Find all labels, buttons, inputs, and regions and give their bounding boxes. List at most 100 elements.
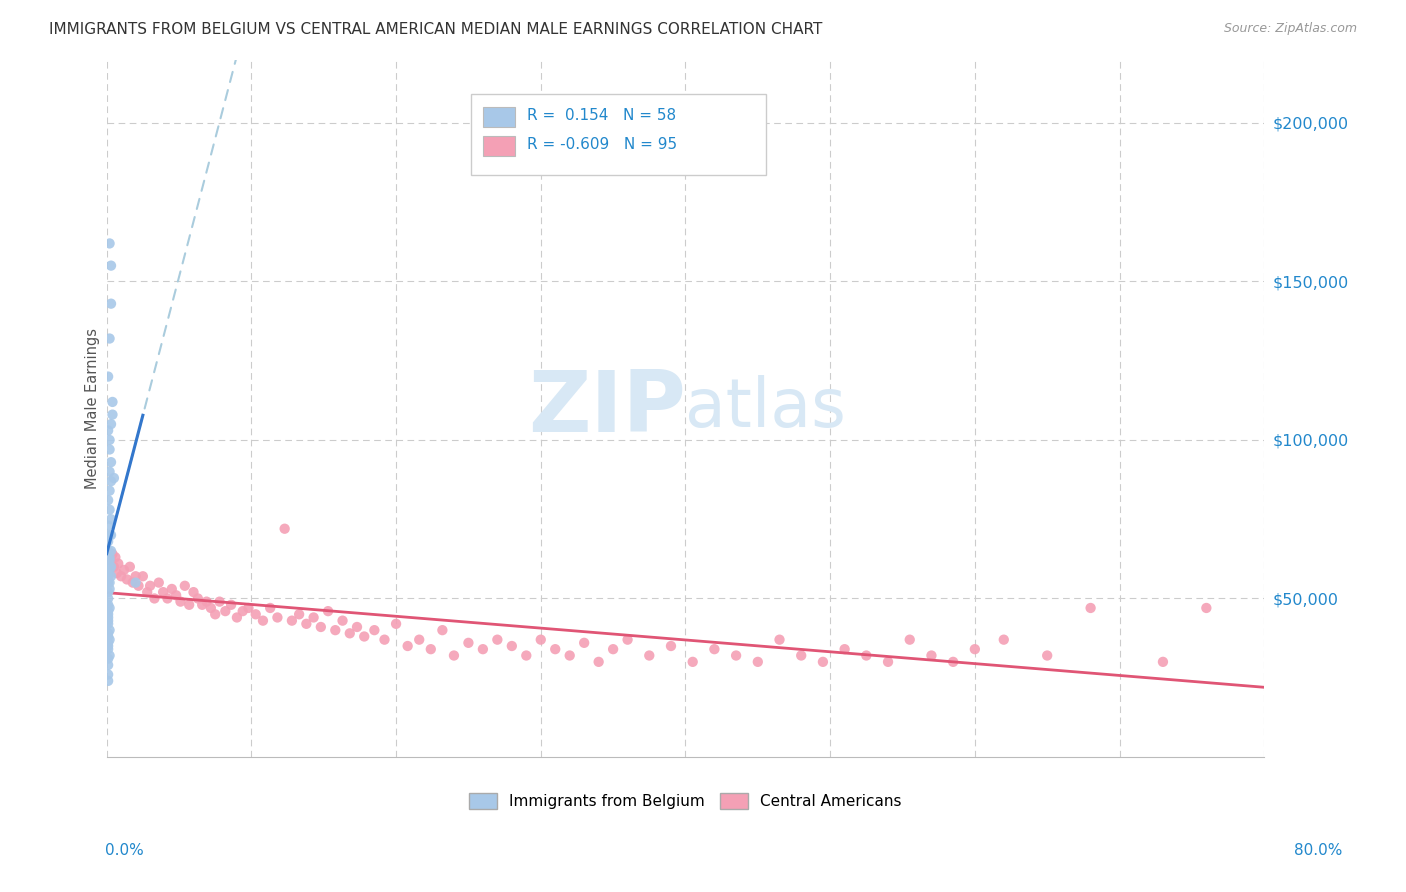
Point <box>443 648 465 663</box>
Point <box>408 632 430 647</box>
Point <box>98 465 121 479</box>
Point <box>100 259 122 273</box>
Point <box>993 632 1015 647</box>
Point <box>97 658 120 673</box>
Point <box>98 623 121 637</box>
Point <box>834 642 856 657</box>
Point <box>98 553 121 567</box>
Point <box>97 636 120 650</box>
Y-axis label: Median Male Earnings: Median Male Earnings <box>86 327 100 489</box>
Point <box>332 614 354 628</box>
Point <box>288 607 311 622</box>
Point <box>471 642 494 657</box>
Point <box>259 601 281 615</box>
Point <box>273 522 295 536</box>
Point <box>105 566 128 580</box>
Point <box>97 667 120 681</box>
Point <box>486 632 509 647</box>
Point <box>214 604 236 618</box>
Point <box>183 585 205 599</box>
Point <box>97 569 120 583</box>
Point <box>97 585 120 599</box>
Point <box>638 648 661 663</box>
Point <box>530 632 553 647</box>
Point <box>152 585 174 599</box>
Point <box>616 632 638 647</box>
Point <box>942 655 965 669</box>
Point <box>128 579 150 593</box>
Point <box>100 528 122 542</box>
Point <box>97 566 120 580</box>
Point <box>572 636 595 650</box>
Text: atlas: atlas <box>686 376 846 442</box>
Point <box>97 493 120 508</box>
Point <box>501 639 523 653</box>
Point <box>98 332 121 346</box>
Point <box>432 623 454 637</box>
Point <box>1080 601 1102 615</box>
Point <box>97 673 120 688</box>
Point <box>898 632 921 647</box>
Legend: Immigrants from Belgium, Central Americans: Immigrants from Belgium, Central America… <box>464 788 907 815</box>
Point <box>346 620 368 634</box>
Point <box>98 433 121 447</box>
Point <box>385 616 408 631</box>
Point <box>165 588 187 602</box>
Point <box>97 557 120 571</box>
Point <box>136 585 159 599</box>
Point <box>98 575 121 590</box>
Point <box>100 544 122 558</box>
Point <box>226 610 249 624</box>
Point <box>219 598 242 612</box>
Point <box>115 573 138 587</box>
Point <box>920 648 942 663</box>
Point <box>97 642 120 657</box>
Point <box>97 591 120 606</box>
Point <box>515 648 537 663</box>
Point <box>100 417 122 431</box>
Point <box>173 579 195 593</box>
Point <box>97 610 120 624</box>
Point <box>97 651 120 665</box>
Point <box>457 636 479 650</box>
Point <box>302 610 325 624</box>
Point <box>100 559 122 574</box>
Text: R =  0.154   N = 58: R = 0.154 N = 58 <box>527 108 676 123</box>
Point <box>100 553 122 567</box>
Point <box>187 591 209 606</box>
Point <box>1195 601 1218 615</box>
Point <box>98 563 121 577</box>
Point <box>97 607 120 622</box>
Point <box>160 582 183 596</box>
Point <box>97 518 120 533</box>
Point <box>103 559 125 574</box>
Point <box>232 604 254 618</box>
Text: 80.0%: 80.0% <box>1295 843 1343 858</box>
Point <box>396 639 419 653</box>
Point <box>281 614 304 628</box>
Point <box>208 594 231 608</box>
Point <box>148 575 170 590</box>
Point <box>97 616 120 631</box>
Point <box>363 623 385 637</box>
Point <box>309 620 332 634</box>
Point <box>98 442 121 457</box>
Point <box>124 575 146 590</box>
Point <box>98 502 121 516</box>
Point <box>97 639 120 653</box>
Point <box>98 550 121 565</box>
Point <box>323 623 346 637</box>
Point <box>855 648 877 663</box>
Point <box>101 408 124 422</box>
Point <box>811 655 834 669</box>
Point <box>97 604 120 618</box>
Point <box>195 594 218 608</box>
Point <box>100 455 122 469</box>
Point <box>1036 648 1059 663</box>
Point <box>295 616 318 631</box>
Point <box>98 550 121 565</box>
Point <box>602 642 624 657</box>
Point <box>97 614 120 628</box>
Text: ZIP: ZIP <box>527 367 686 450</box>
Point <box>156 591 179 606</box>
